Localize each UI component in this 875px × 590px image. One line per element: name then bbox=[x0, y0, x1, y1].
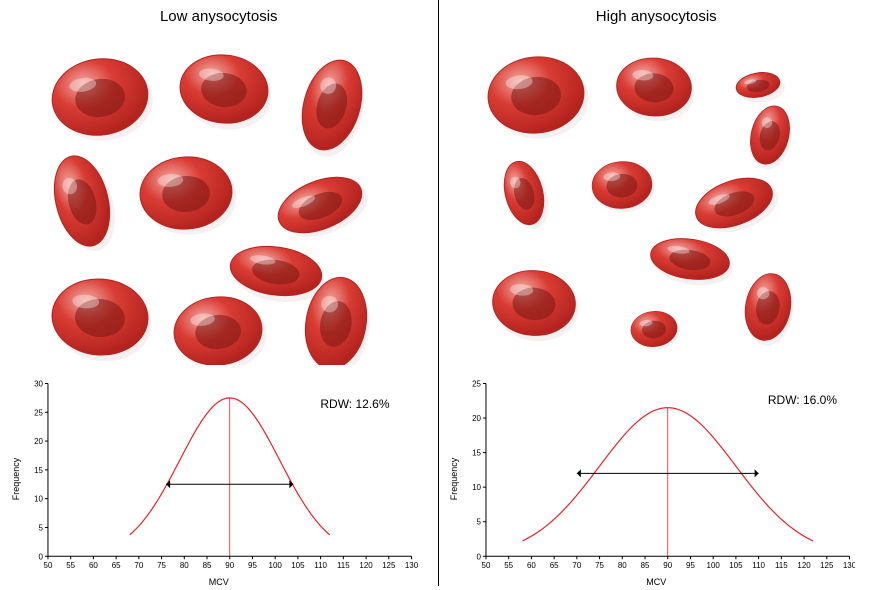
svg-text:30: 30 bbox=[34, 379, 43, 388]
svg-text:65: 65 bbox=[112, 561, 121, 570]
svg-text:110: 110 bbox=[314, 561, 327, 570]
left-cells-area bbox=[20, 35, 418, 365]
left-cells-svg bbox=[20, 35, 418, 365]
vertical-divider bbox=[438, 0, 439, 586]
right-cells-area bbox=[458, 35, 856, 365]
svg-text:95: 95 bbox=[686, 561, 695, 570]
right-cells-svg bbox=[458, 35, 856, 365]
svg-text:20: 20 bbox=[34, 437, 43, 446]
svg-text:115: 115 bbox=[774, 561, 787, 570]
svg-text:125: 125 bbox=[820, 561, 834, 570]
right-title: High anysocytosis bbox=[458, 8, 856, 25]
right-ylabel: Frequency bbox=[449, 458, 459, 501]
left-title: Low anysocytosis bbox=[20, 8, 418, 25]
svg-text:130: 130 bbox=[405, 561, 418, 570]
svg-text:90: 90 bbox=[663, 561, 672, 570]
svg-text:0: 0 bbox=[39, 552, 44, 561]
svg-text:25: 25 bbox=[472, 379, 481, 388]
svg-text:80: 80 bbox=[180, 561, 189, 570]
svg-text:120: 120 bbox=[797, 561, 811, 570]
svg-text:130: 130 bbox=[842, 561, 855, 570]
svg-text:85: 85 bbox=[640, 561, 649, 570]
svg-text:60: 60 bbox=[89, 561, 98, 570]
svg-text:70: 70 bbox=[572, 561, 581, 570]
svg-text:105: 105 bbox=[729, 561, 743, 570]
svg-text:70: 70 bbox=[134, 561, 143, 570]
left-chart-area: Frequency 051015202530505560657075808590… bbox=[20, 373, 418, 585]
svg-text:25: 25 bbox=[34, 408, 43, 417]
svg-text:15: 15 bbox=[472, 449, 481, 458]
svg-text:100: 100 bbox=[706, 561, 720, 570]
svg-text:75: 75 bbox=[595, 561, 604, 570]
svg-text:115: 115 bbox=[337, 561, 350, 570]
svg-text:5: 5 bbox=[39, 523, 44, 532]
svg-text:125: 125 bbox=[382, 561, 396, 570]
svg-text:55: 55 bbox=[66, 561, 75, 570]
svg-text:50: 50 bbox=[481, 561, 490, 570]
left-xlabel: MCV bbox=[209, 577, 229, 587]
svg-text:50: 50 bbox=[44, 561, 53, 570]
svg-text:15: 15 bbox=[34, 466, 43, 475]
right-xlabel: MCV bbox=[646, 577, 666, 587]
svg-text:55: 55 bbox=[504, 561, 513, 570]
svg-text:105: 105 bbox=[291, 561, 305, 570]
svg-text:5: 5 bbox=[476, 518, 481, 527]
right-rdw-label: RDW: 16.0% bbox=[768, 393, 837, 407]
svg-text:20: 20 bbox=[472, 414, 481, 423]
svg-text:0: 0 bbox=[476, 552, 481, 561]
svg-text:90: 90 bbox=[225, 561, 234, 570]
svg-text:75: 75 bbox=[157, 561, 166, 570]
left-panel: Low anysocytosis Frequency 0 5 10 15 20 25 30 5… bbox=[0, 0, 438, 586]
left-rdw-label: RDW: 12.6% bbox=[320, 397, 389, 411]
right-panel: High anysocytosis Frequency 0 5 10 15 20 25 50… bbox=[438, 0, 875, 586]
left-ylabel: Frequency bbox=[11, 458, 21, 501]
svg-text:85: 85 bbox=[203, 561, 212, 570]
svg-text:95: 95 bbox=[248, 561, 257, 570]
right-chart-area: Frequency 051015202550556065707580859095… bbox=[458, 373, 856, 585]
svg-text:65: 65 bbox=[549, 561, 558, 570]
svg-text:60: 60 bbox=[526, 561, 535, 570]
svg-text:10: 10 bbox=[472, 483, 481, 492]
svg-text:10: 10 bbox=[34, 495, 43, 504]
svg-text:80: 80 bbox=[617, 561, 626, 570]
svg-text:100: 100 bbox=[269, 561, 283, 570]
svg-text:110: 110 bbox=[752, 561, 765, 570]
svg-text:120: 120 bbox=[359, 561, 373, 570]
